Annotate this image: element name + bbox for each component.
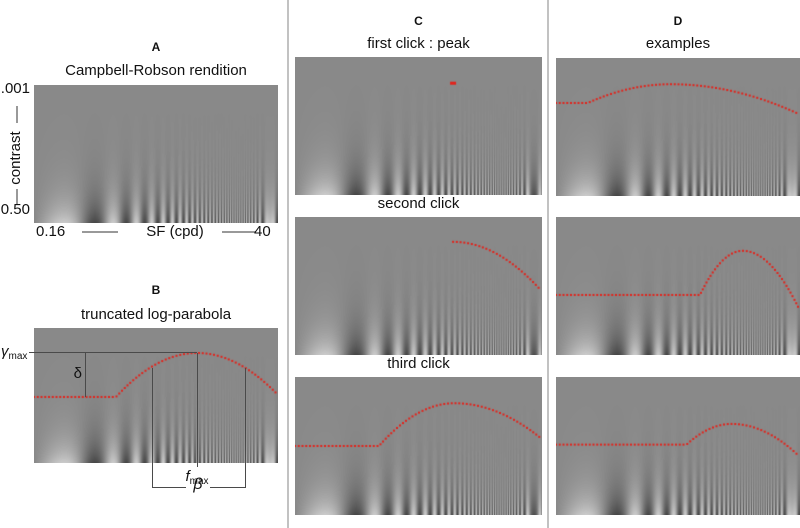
panel-d-title: examples [645, 35, 711, 52]
x-axis-right-label: 40 [254, 223, 271, 240]
fmax-line [197, 353, 198, 467]
beta-bracket-right [245, 368, 246, 488]
gamma-symbol: γ [1, 343, 9, 360]
second-click-chart [295, 217, 542, 355]
x-axis-tick-right [222, 231, 256, 233]
beta-bracket-left [152, 368, 153, 488]
panel-c-subtitle-1: first click : peak [367, 35, 470, 52]
beta-label: β [193, 476, 203, 493]
campbell-robson-chart-b [34, 328, 278, 463]
x-axis-left-label: 0.16 [36, 223, 66, 240]
y-axis-tick-upper [16, 106, 18, 123]
column-divider-2 [547, 0, 549, 528]
y-axis-label: contrast [7, 131, 24, 185]
column-divider-1 [287, 0, 289, 528]
panel-c-subtitle-3: third click [387, 355, 450, 372]
panel-a-letter: A [151, 40, 161, 54]
panel-b-title: truncated log-parabola [80, 306, 232, 323]
gamma-subscript: max [8, 351, 28, 362]
y-axis-top-label: .001 [0, 80, 30, 97]
example-chart-3 [556, 377, 800, 515]
fmax-label: fmax [167, 469, 227, 487]
panel-a-title: Campbell-Robson rendition [65, 62, 247, 79]
delta-line [85, 353, 86, 397]
y-axis-bottom-label: 0.50 [0, 201, 30, 218]
beta-bracket-bar-right [210, 487, 246, 488]
first-click-chart [295, 57, 542, 195]
panel-d-letter: D [673, 14, 683, 28]
y-axis-tick-lower [16, 189, 18, 204]
campbell-robson-chart-a [34, 85, 278, 223]
panel-c-subtitle-2: second click [377, 195, 460, 212]
gamma-max-line [29, 352, 197, 353]
beta-bracket-bar-left [152, 487, 186, 488]
delta-label: δ [73, 365, 82, 382]
f-symbol: f [185, 468, 190, 485]
f-subscript: max [189, 476, 209, 487]
example-chart-1 [556, 58, 800, 196]
example-chart-2 [556, 217, 800, 355]
gamma-max-label: γmax [1, 344, 27, 362]
x-axis-label: SF (cpd) [146, 223, 204, 240]
x-axis-tick-left [82, 231, 118, 233]
panel-b-letter: B [151, 283, 161, 297]
third-click-chart [295, 377, 542, 515]
panel-c-letter: C [414, 14, 423, 28]
